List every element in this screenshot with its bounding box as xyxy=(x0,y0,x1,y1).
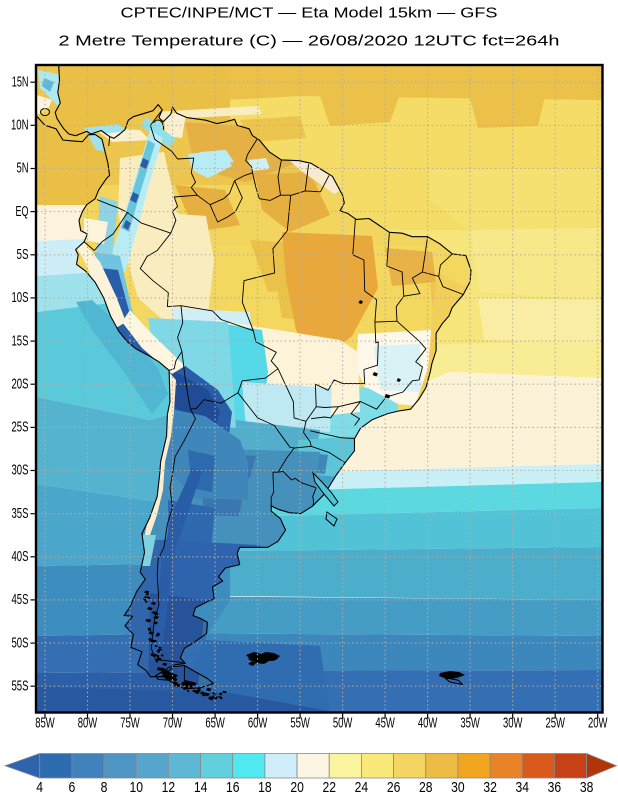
svg-text:50W: 50W xyxy=(333,715,353,732)
svg-text:34: 34 xyxy=(515,779,529,796)
svg-text:12: 12 xyxy=(162,779,176,796)
svg-text:35S: 35S xyxy=(12,505,29,522)
svg-text:10N: 10N xyxy=(11,117,29,134)
svg-text:5S: 5S xyxy=(17,246,29,263)
svg-text:20: 20 xyxy=(290,779,304,796)
svg-text:20W: 20W xyxy=(588,715,608,732)
svg-text:55S: 55S xyxy=(12,677,29,694)
svg-text:4: 4 xyxy=(36,779,43,796)
svg-text:40W: 40W xyxy=(418,715,438,732)
svg-text:70W: 70W xyxy=(163,715,183,732)
svg-text:45W: 45W xyxy=(375,715,395,732)
svg-text:45S: 45S xyxy=(12,591,29,608)
svg-text:10S: 10S xyxy=(12,289,29,306)
svg-text:60W: 60W xyxy=(248,715,268,732)
svg-text:85W: 85W xyxy=(35,715,55,732)
svg-text:22: 22 xyxy=(322,779,336,796)
svg-text:8: 8 xyxy=(101,779,108,796)
svg-text:18: 18 xyxy=(258,779,272,796)
svg-text:15S: 15S xyxy=(12,332,29,349)
svg-text:30S: 30S xyxy=(12,462,29,479)
svg-text:28: 28 xyxy=(419,779,433,796)
svg-text:30: 30 xyxy=(451,779,465,796)
svg-text:38: 38 xyxy=(580,779,594,796)
svg-text:30W: 30W xyxy=(503,715,523,732)
svg-text:35W: 35W xyxy=(460,715,480,732)
svg-text:24: 24 xyxy=(355,779,369,796)
svg-text:25S: 25S xyxy=(12,419,29,436)
svg-text:20S: 20S xyxy=(12,375,29,392)
svg-text:16: 16 xyxy=(226,779,240,796)
svg-text:2 Metre Temperature (C) — 26/0: 2 Metre Temperature (C) — 26/08/2020 12U… xyxy=(59,33,560,50)
svg-text:5N: 5N xyxy=(17,160,29,177)
svg-text:6: 6 xyxy=(69,779,76,796)
svg-text:26: 26 xyxy=(387,779,401,796)
svg-text:32: 32 xyxy=(483,779,497,796)
svg-text:14: 14 xyxy=(194,779,208,796)
svg-text:15N: 15N xyxy=(12,73,29,90)
svg-text:10: 10 xyxy=(129,779,143,796)
svg-text:50S: 50S xyxy=(12,634,29,651)
svg-text:CPTEC/INPE/MCT — Eta Model 15: CPTEC/INPE/MCT — Eta Model 15km — GFS xyxy=(121,5,498,22)
svg-text:40S: 40S xyxy=(12,548,29,565)
svg-text:65W: 65W xyxy=(205,715,225,732)
svg-text:55W: 55W xyxy=(290,715,310,732)
svg-text:75W: 75W xyxy=(120,715,140,732)
svg-text:25W: 25W xyxy=(545,715,565,732)
svg-text:80W: 80W xyxy=(78,715,98,732)
svg-text:36: 36 xyxy=(548,779,562,796)
svg-text:EQ: EQ xyxy=(16,203,29,220)
